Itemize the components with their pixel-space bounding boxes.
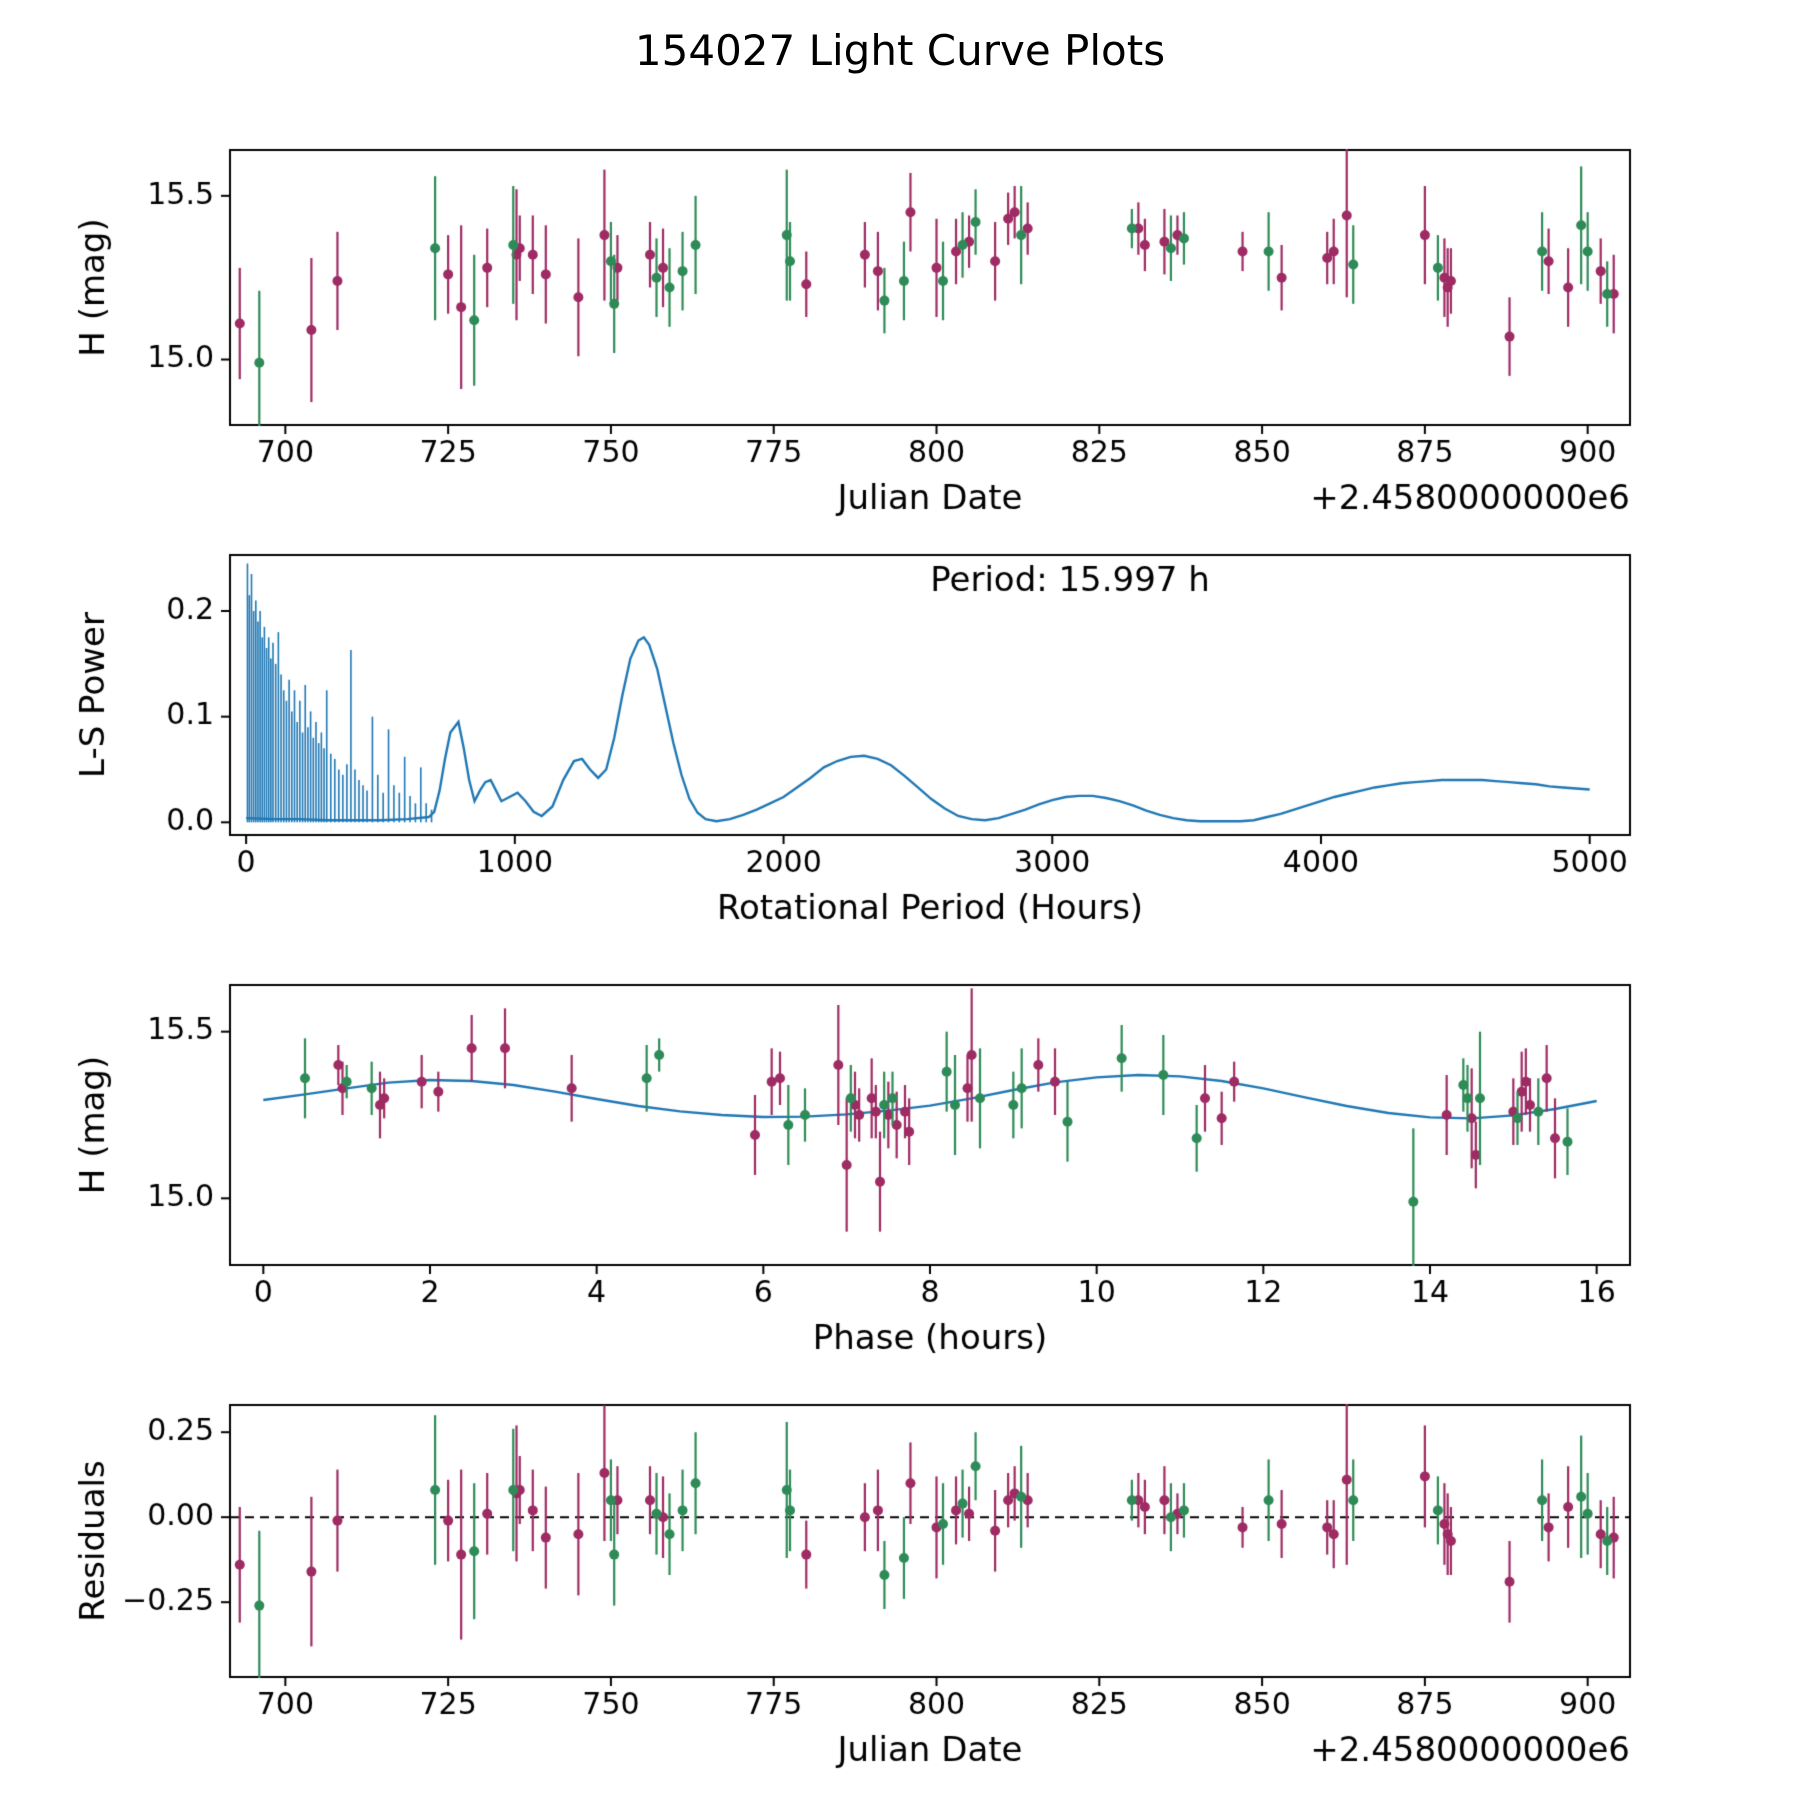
periodogram-panel: [0, 525, 1800, 950]
figure-title: 154027 Light Curve Plots: [634, 25, 1166, 75]
phase-curve-panel: [0, 950, 1800, 1375]
periodogram-canvas: [0, 525, 1800, 950]
residuals-canvas: [0, 1375, 1800, 1800]
phase-curve-canvas: [0, 950, 1800, 1375]
light-curve-panel: [0, 100, 1800, 525]
residuals-panel: [0, 1375, 1800, 1800]
light-curve-canvas: [0, 100, 1800, 525]
